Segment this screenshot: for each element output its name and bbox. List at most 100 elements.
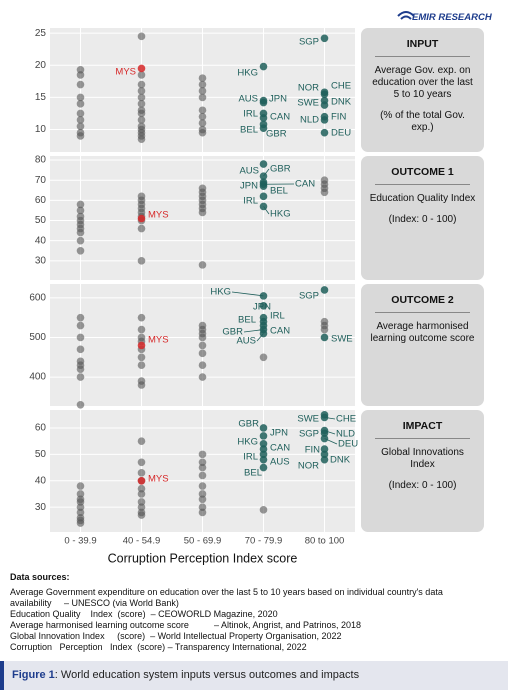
panel-text: Average harmonised learning outcome scor… (370, 321, 475, 344)
point (198, 503, 207, 511)
labeled-point (320, 333, 329, 342)
x-tick-label: 0 - 39.9 (64, 536, 96, 547)
y-tick-label: 50 (35, 449, 47, 460)
panel-text: Education Quality Index (369, 193, 476, 204)
y-tick-label: 40 (35, 235, 47, 246)
labeled-point (320, 434, 329, 443)
labeled-point (320, 88, 329, 97)
labeled-point (259, 180, 268, 189)
point (198, 93, 207, 102)
labeled-point (320, 455, 329, 464)
labeled-point (259, 445, 268, 453)
labeled-point (320, 426, 329, 435)
panel-box: IMPACT Global Innovations Index (Index: 0 … (361, 410, 484, 532)
point-label: JPN (253, 302, 271, 313)
panel-text: Global Innovations Index (381, 447, 464, 470)
point (259, 506, 268, 514)
point-label: DEU (331, 128, 351, 139)
labeled-point (137, 214, 146, 223)
point (76, 100, 85, 108)
labeled-point (259, 292, 268, 300)
point (76, 71, 85, 79)
x-tick-label: 50 - 69.9 (184, 536, 222, 547)
point (137, 224, 146, 233)
point-label: AUS (238, 94, 258, 105)
point (198, 463, 207, 472)
labeled-point (259, 62, 268, 71)
point (137, 32, 146, 41)
x-tick-label: 40 - 54.9 (123, 536, 161, 547)
y-tick-label: 20 (35, 60, 47, 71)
point-label: DEU (338, 439, 358, 450)
point (320, 325, 329, 334)
point (198, 508, 207, 517)
point (76, 503, 85, 511)
point (259, 353, 268, 362)
sources-heading: Data sources: (10, 572, 70, 582)
point (137, 135, 146, 143)
point (198, 333, 207, 342)
point-label: FIN (331, 112, 346, 123)
sources: Data sources: Average Government expendi… (10, 572, 455, 653)
logo-icon (397, 11, 415, 20)
point (137, 257, 146, 265)
point (76, 345, 85, 354)
x-tick-label: 70 - 79.9 (245, 536, 283, 547)
point-label: AUS (270, 457, 290, 468)
y-tick-label: 70 (35, 175, 47, 186)
point (137, 71, 146, 79)
point (198, 119, 207, 127)
point (76, 116, 85, 124)
point (76, 200, 85, 209)
labeled-point (259, 463, 268, 472)
point (76, 228, 85, 237)
point (198, 80, 207, 89)
point (137, 511, 146, 519)
point (198, 490, 207, 498)
labeled-point (259, 202, 268, 211)
point (76, 236, 85, 245)
y-tick-label: 40 (35, 475, 47, 486)
labeled-point (320, 112, 329, 121)
panel-box: OUTCOME 1 Education Quality Index (Index: … (361, 156, 484, 280)
y-tick-label: 400 (29, 372, 46, 383)
labeled-point (259, 124, 268, 133)
point (76, 333, 85, 342)
point-label: DNK (330, 455, 351, 466)
point-label: AUS (236, 336, 256, 347)
point-label: JPN (240, 181, 258, 192)
point-label: BEL (244, 468, 262, 479)
point (76, 508, 85, 517)
panel-title: OUTCOME 1 (375, 166, 470, 185)
point-label: SWE (297, 98, 319, 109)
point-label: CAN (270, 443, 290, 454)
point (76, 519, 85, 527)
labeled-point (137, 341, 146, 350)
point (76, 321, 85, 330)
labeled-point (259, 424, 268, 432)
point (137, 498, 146, 506)
source-line: Global Innovation Index (score) – World … (10, 631, 342, 641)
point (76, 206, 85, 215)
point-label: CHE (331, 81, 351, 92)
labeled-point (137, 64, 146, 73)
point-label: SWE (331, 334, 353, 345)
labeled-point (259, 301, 268, 310)
panel-title: INPUT (375, 38, 470, 57)
point (198, 112, 207, 121)
point (76, 93, 85, 102)
labeled-point (320, 413, 329, 422)
panel-text: (Index: 0 - 100) (388, 214, 457, 225)
point-label: HKG (270, 209, 291, 220)
point-label: HKG (237, 437, 258, 448)
point (76, 365, 85, 373)
point (76, 109, 85, 118)
point (137, 325, 146, 334)
point (137, 116, 146, 124)
point-label: GBR (266, 129, 287, 140)
point-label: NLD (336, 429, 355, 440)
point-label: GBR (238, 419, 259, 430)
labeled-point (259, 329, 268, 338)
source-line: Average harmonised learning outcome scor… (10, 620, 362, 630)
